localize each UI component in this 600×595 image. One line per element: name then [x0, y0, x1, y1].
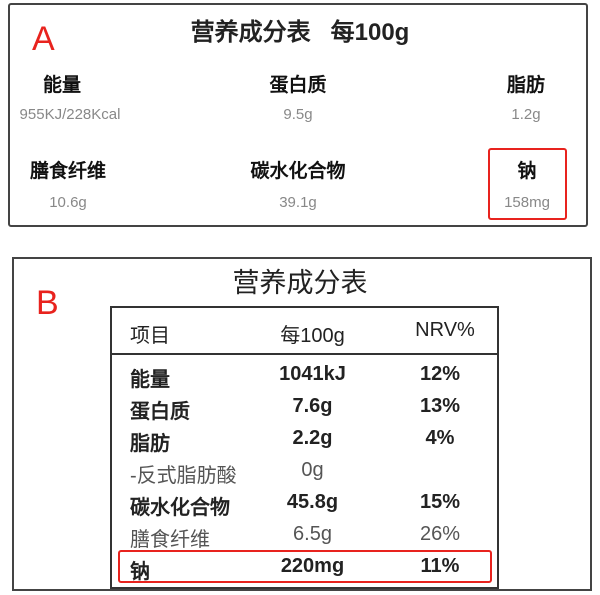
nutrient-label: 钠 — [517, 161, 537, 182]
header-per100g: 每100g — [280, 325, 345, 347]
nutrient-value: 1.2g — [511, 106, 541, 123]
sodium-highlight-box — [118, 550, 492, 583]
nutrient-label: 能量 — [42, 75, 81, 96]
panel-b — [12, 257, 592, 591]
nutrient-value: 158mg — [504, 194, 550, 211]
panel-b-tag: B — [36, 284, 59, 322]
row-nrv: 15% — [419, 491, 461, 513]
nutrient-value: 39.1g — [279, 194, 317, 211]
panel-b-title: 营养成分表 — [232, 268, 368, 298]
nutrient-value: 9.5g — [283, 106, 313, 123]
nutrition-table — [110, 306, 499, 589]
row-item: 钠 — [130, 561, 150, 583]
row-per100g: 220mg — [280, 555, 345, 577]
row-item: 蛋白质 — [130, 401, 190, 423]
row-item: 能量 — [130, 369, 170, 391]
row-per100g: 45.8g — [286, 491, 339, 513]
row-item: 脂肪 — [130, 433, 170, 455]
nutrient-label: 碳水化合物 — [250, 161, 346, 182]
row-per100g: 2.2g — [292, 427, 333, 449]
nutrient-value: 955KJ/228Kcal — [19, 106, 121, 123]
row-item: 膳食纤维 — [130, 529, 210, 551]
row-per100g: 7.6g — [292, 395, 333, 417]
header-item: 项目 — [130, 325, 170, 347]
row-nrv: 12% — [419, 363, 461, 385]
nutrient-label: 蛋白质 — [269, 75, 327, 96]
panel-a-tag: A — [32, 20, 55, 58]
row-per100g: 6.5g — [293, 523, 332, 545]
nutrient-label: 膳食纤维 — [29, 161, 106, 182]
row-nrv: 4% — [425, 427, 455, 449]
sodium-highlight-box — [488, 148, 567, 220]
panel-a — [8, 3, 588, 227]
row-item: -反式脂肪酸 — [130, 465, 237, 487]
row-item: 碳水化合物 — [130, 497, 230, 519]
panel-a-title: 营养成分表 每100g — [190, 19, 410, 46]
row-nrv: 13% — [419, 395, 461, 417]
row-per100g: 1041kJ — [279, 363, 346, 385]
header-nrv: NRV% — [415, 319, 475, 341]
nutrient-value: 10.6g — [49, 194, 87, 211]
row-nrv: 11% — [420, 555, 460, 577]
nutrient-label: 脂肪 — [506, 75, 545, 96]
row-nrv: 26% — [419, 523, 461, 545]
row-per100g: 0g — [301, 459, 324, 481]
header-divider — [110, 353, 499, 355]
